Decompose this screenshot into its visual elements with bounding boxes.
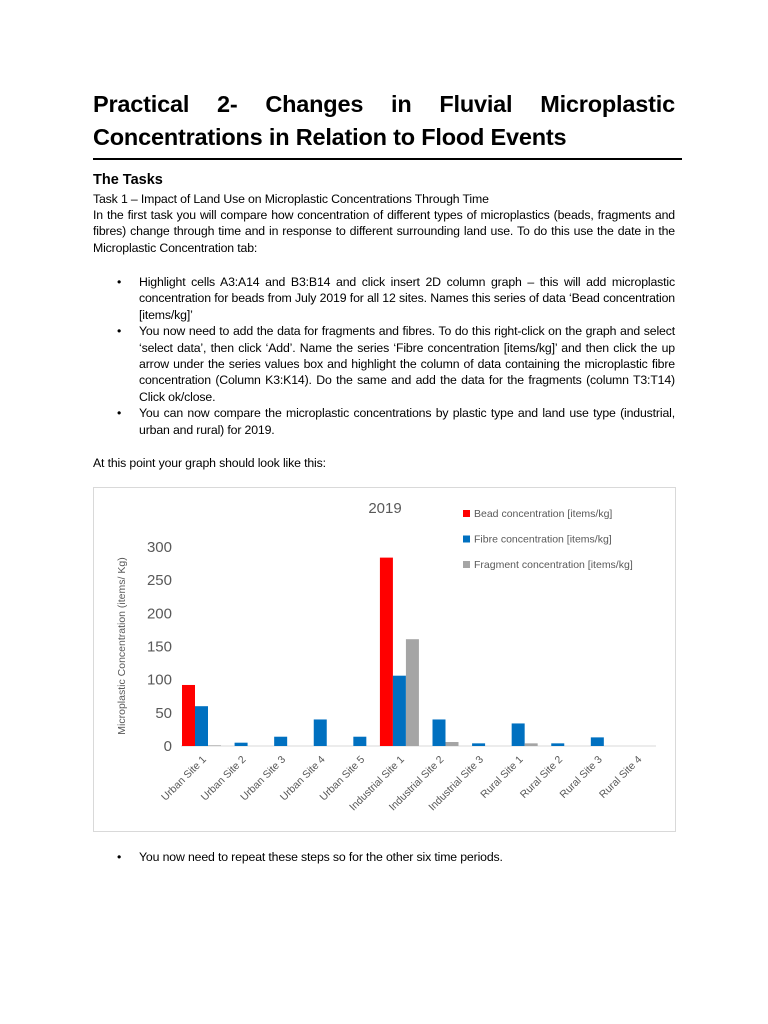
y-tick-label: 200 — [147, 605, 172, 622]
bar-1 — [353, 736, 367, 746]
title-divider — [93, 158, 682, 160]
legend-label: Fragment concentration [items/kg] — [474, 559, 633, 571]
y-axis-title: Microplastic Concentration (items/ Kg) — [116, 557, 128, 734]
y-tick-label: 0 — [164, 738, 172, 755]
list-item: Highlight cells A3:A14 and B3:B14 and cl… — [93, 274, 675, 323]
y-tick-label: 100 — [147, 672, 172, 689]
legend-swatch — [463, 510, 470, 517]
bar-2 — [524, 743, 538, 746]
list-item: You now need to repeat these steps so fo… — [93, 849, 675, 866]
chart-title: 2019 — [368, 500, 401, 517]
title-word: Fluvial — [439, 91, 513, 117]
bar-1 — [392, 675, 406, 746]
bar-1 — [313, 719, 327, 746]
title-word: 2- — [217, 91, 238, 117]
bar-1 — [195, 706, 208, 746]
intro-paragraph: In the first task you will compare how c… — [93, 208, 675, 255]
bar-1 — [551, 743, 565, 746]
bar-1 — [472, 743, 486, 746]
title-word: Practical — [93, 91, 190, 117]
x-tick-label: Rural Site 4 — [597, 754, 644, 801]
y-tick-label: 250 — [147, 572, 172, 589]
task1-heading: Task 1 – Impact of Land Use on Microplas… — [93, 192, 489, 206]
bar-2 — [445, 742, 459, 746]
bar-1 — [511, 723, 525, 746]
title-word: Changes — [265, 91, 364, 117]
title-word: in — [391, 91, 412, 117]
bar-0 — [182, 684, 195, 746]
title-line-1: Practical 2- Changes in Fluvial Microplastic — [93, 88, 675, 121]
y-tick-label: 150 — [147, 639, 172, 656]
bar-1 — [590, 737, 604, 746]
chart: 2019 0 50 100 150 200 250 300 Microplastic Conce… — [93, 487, 676, 832]
final-list: You now need to repeat these steps so fo… — [93, 849, 675, 866]
title-line-2: Concentrations in Relation to Flood Even… — [93, 124, 567, 150]
legend-label: Bead concentration [items/kg] — [474, 508, 612, 520]
legend-swatch — [463, 561, 470, 568]
list-item: You can now compare the microplastic con… — [93, 405, 675, 438]
tasks-heading: The Tasks — [93, 172, 163, 188]
legend-label: Fibre concentration [items/kg] — [474, 534, 612, 546]
y-tick-label: 300 — [147, 539, 172, 556]
title-word: Microplastic — [540, 91, 675, 117]
chart-svg: 2019 0 50 100 150 200 250 300 Microplastic Conce… — [116, 500, 656, 813]
list-item: You now need to add the data for fragmen… — [93, 323, 675, 405]
legend-swatch — [463, 535, 470, 543]
bar-1 — [432, 719, 446, 746]
bar-2 — [405, 639, 419, 746]
graph-intro: At this point your graph should look lik… — [93, 456, 326, 470]
bar-0 — [379, 557, 393, 746]
bar-2 — [208, 745, 221, 746]
bar-1 — [274, 736, 288, 746]
y-tick-label: 50 — [155, 705, 172, 722]
instruction-list: Highlight cells A3:A14 and B3:B14 and cl… — [93, 274, 675, 438]
page-title: Practical 2- Changes in Fluvial Microplastic … — [93, 88, 675, 154]
bar-1 — [234, 742, 248, 746]
